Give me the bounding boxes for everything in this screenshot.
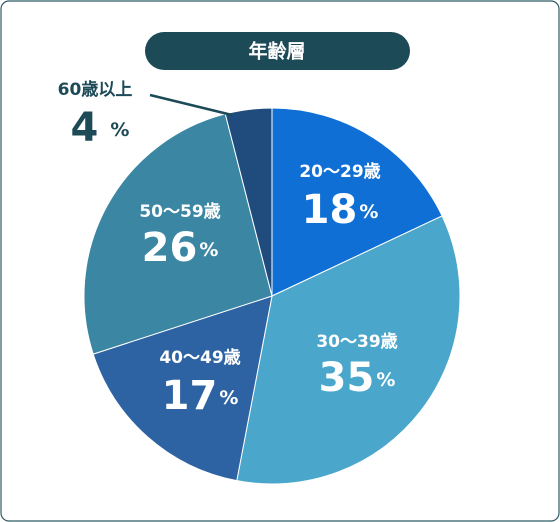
slice-value: 26% xyxy=(142,225,219,271)
pie-slice xyxy=(92,295,273,482)
title-pill xyxy=(145,32,410,70)
slice-label: 30〜39歳 xyxy=(316,331,397,352)
value-unit: % xyxy=(376,369,395,391)
value-unit: % xyxy=(110,119,129,141)
slice-label: 60歳以上 xyxy=(58,79,133,100)
value-number: 18 xyxy=(302,187,358,233)
pie-slice xyxy=(271,107,443,297)
value-number: 35 xyxy=(319,355,375,401)
slice-value: 35% xyxy=(319,355,396,401)
value-unit: % xyxy=(219,387,238,409)
value-number: 26 xyxy=(142,225,198,271)
leader-line xyxy=(149,93,233,117)
value-unit: % xyxy=(359,201,378,223)
chart-title: 年齢層 xyxy=(248,40,305,63)
slice-label: 20〜29歳 xyxy=(299,161,380,182)
slice-value: 4% xyxy=(71,105,130,151)
value-number: 17 xyxy=(162,373,218,419)
slice-value: 17% xyxy=(162,373,239,419)
value-unit: % xyxy=(199,239,218,261)
pie-slice xyxy=(83,113,273,355)
slice-value: 18% xyxy=(302,187,379,233)
slice-label: 50〜59歳 xyxy=(139,201,220,222)
value-number: 4 xyxy=(71,105,99,151)
slice-label: 40〜49歳 xyxy=(159,347,240,368)
pie-slice xyxy=(236,215,461,485)
